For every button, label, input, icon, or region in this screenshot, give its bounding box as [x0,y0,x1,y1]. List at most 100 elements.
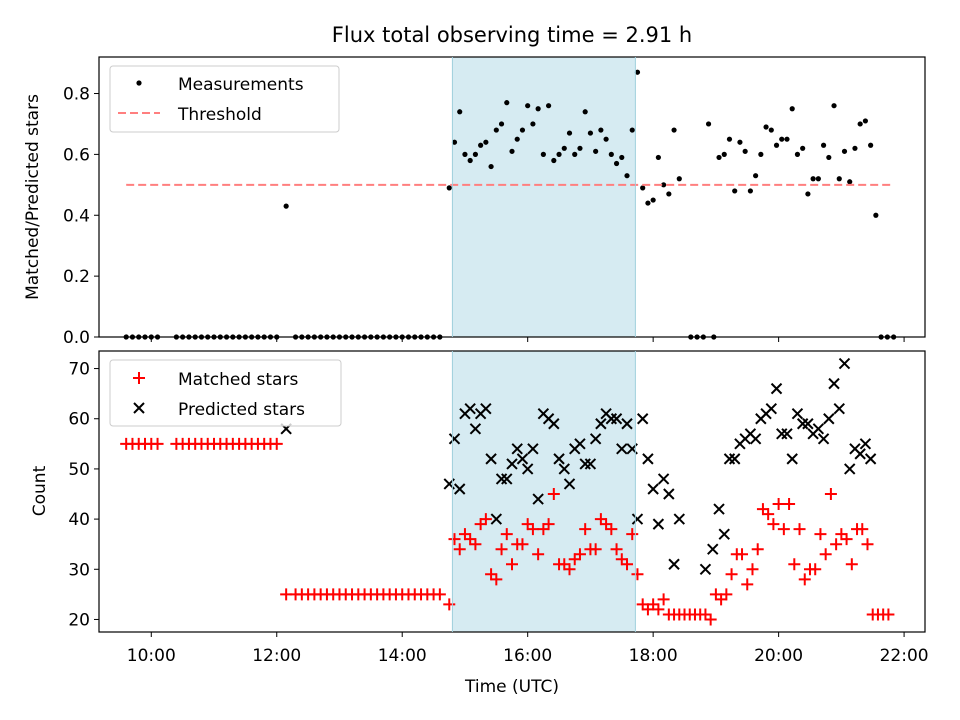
measurement-point [852,145,858,151]
measurement-point [666,191,672,197]
predicted-stars-point [657,473,670,485]
predicted-stars-point [516,453,529,465]
measurement-point [624,173,630,179]
matched-stars-point [453,543,466,556]
measurement-point [779,136,785,142]
observing-window-span [452,57,636,337]
measurement-point [634,69,641,75]
measurement-point [661,182,667,188]
measurement-point [655,154,661,161]
measurement-point [556,151,562,157]
matched-stars-point [783,498,796,511]
matched-stars-point [532,548,545,561]
legend-predicted-marker [133,402,145,414]
matched-stars-point [615,553,628,566]
predicted-stars-point [495,473,508,485]
measurement-point [671,127,677,133]
matched-stars-point [537,523,550,536]
measurement-point [836,176,842,182]
matched-stars-point [464,533,477,546]
matched-stars-point [594,513,607,526]
predicted-stars-point [844,463,856,475]
predicted-stars-point [647,483,659,495]
matched-stars-point [563,563,576,576]
matched-stars-point [589,543,602,556]
matched-stars-point [573,548,586,561]
legend-measurements-marker [136,80,142,86]
predicted-stars-point [673,513,685,525]
measurement-point [784,136,790,142]
matched-stars-point [772,498,785,511]
predicted-stars-point [621,418,633,430]
y-tick-label: 70 [68,360,90,380]
measurement-point [603,136,609,142]
y-tick-label: 0.6 [63,145,90,165]
matched-stars-point [824,488,837,501]
predicted-stars-point [574,438,586,450]
predicted-stars-point [817,433,830,445]
legend-threshold-label: Threshold [177,105,262,125]
matched-stars-point [788,558,801,571]
matched-stars-point [709,588,722,601]
measurement-point [753,173,759,179]
legend-matched-marker [133,372,145,384]
predicted-stars-point [589,433,602,445]
measurement-point [283,203,289,209]
legend-matched-label: Matched stars [178,370,298,390]
measurement-point [451,139,458,145]
measurement-point [650,197,656,203]
measurement-point [577,145,583,151]
legend-measurements-label: Measurements [178,75,304,95]
matched-stars-point [845,558,858,571]
count-legend: Matched stars Predicted stars [109,359,342,427]
predicted-stars-point [854,448,866,460]
matched-stars-point [521,518,534,531]
x-tick-label: 18:00 [629,646,678,666]
predicted-stars-point [776,428,788,440]
count-plot-frame [98,350,926,633]
measurement-point [478,142,484,148]
ratio-plot-frame [98,56,926,338]
predicted-stars-point [663,488,675,500]
predicted-stars-point [642,453,654,465]
measurement-point [815,176,821,182]
measurement-point [608,151,614,157]
predicted-stars-point [584,458,597,470]
measurement-point [493,127,499,133]
count-panel: 20 30 40 50 60 70 10:00 12:00 14:00 16:00 18:00 20:… [30,350,929,697]
predicted-stars-point [770,382,783,395]
measurement-point [457,109,463,115]
measurement-point [868,142,874,148]
predicted-stars-point [723,453,736,465]
matched-stars-point [469,538,482,551]
chart-title: Flux total observing time = 2.91 h [332,23,692,47]
matched-stars-point [474,518,487,531]
measurement-point [831,103,837,109]
matched-stars-point [506,558,518,571]
measurement-point [862,118,869,124]
y-tick-label: 20 [68,610,90,630]
y-tick-label: 40 [68,510,90,530]
matched-stars-point [861,538,874,551]
matched-stars-point [809,563,822,576]
predicted-stars-point [838,357,851,370]
predicted-stars-point [527,443,539,455]
predicted-stars-point [490,513,503,525]
observing-window-span [452,351,636,632]
matched-stars-point [610,543,623,556]
measurement-point [509,148,515,154]
predicted-stars-point [616,443,628,455]
measurement-point [705,121,712,127]
matched-stars-point [798,573,811,586]
matched-stars-point [814,528,827,541]
y-tick-label: 0.0 [63,328,90,348]
matched-stars-point [495,543,508,556]
predicted-stars-point [707,543,719,555]
predicted-stars-point [864,453,877,465]
matched-stars-point [558,558,571,571]
measurement-point [561,145,567,151]
predicted-stars-point [728,453,741,465]
matched-stars-point [542,518,555,531]
matched-stars-point [500,528,513,541]
measurement-point [737,139,743,145]
